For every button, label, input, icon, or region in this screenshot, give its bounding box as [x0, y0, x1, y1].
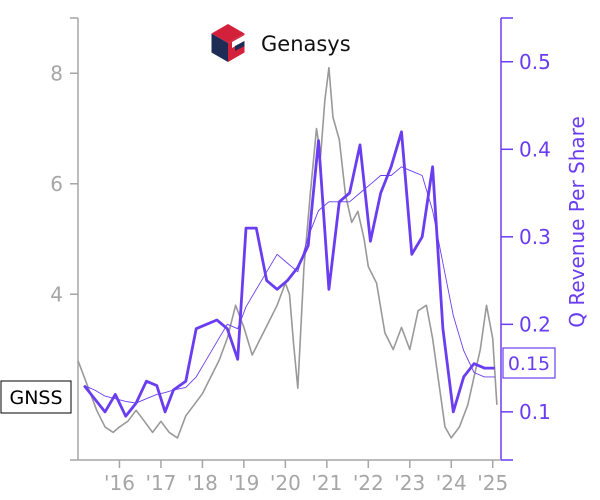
right-axis-title: Q Revenue Per Share: [565, 116, 589, 328]
x-tick-label: '16: [104, 471, 135, 495]
x-tick-label: '22: [353, 471, 384, 495]
quarterly-revenue-line: [83, 130, 495, 418]
x-tick-label: '17: [145, 471, 176, 495]
last-value-label: 0.15: [508, 353, 550, 375]
logo-wordmark: Genasys: [261, 32, 351, 56]
genasys-cube-logo: [211, 24, 245, 62]
x-tick-label: '25: [477, 471, 508, 495]
right-tick-label: 0.4: [519, 137, 551, 161]
stock-price-line: [77, 66, 498, 439]
last-value-callout: 0.15: [502, 347, 556, 379]
revenue-average-line: [84, 166, 495, 404]
x-tick-label: '19: [228, 471, 259, 495]
x-tick-label: '24: [436, 471, 467, 495]
x-tick-label: '23: [394, 471, 425, 495]
right-tick-label: 0.2: [519, 312, 551, 336]
x-tick-label: '20: [270, 471, 301, 495]
right-tick-label: 0.1: [519, 400, 551, 424]
left-tick-label: 8: [50, 61, 63, 85]
x-tick-label: '18: [187, 471, 218, 495]
x-tick-label: '21: [311, 471, 342, 495]
left-axis-ticks: 4 6 8: [50, 61, 78, 306]
left-tick-label: 6: [50, 172, 63, 196]
x-axis-ticks: '16 '17 '18 '19 '20 '21 '22 '23 '24 '25: [104, 460, 508, 495]
right-axis-ticks: 0.1 0.2 0.3 0.4 0.5: [501, 50, 551, 424]
ticker-label: GNSS: [9, 387, 62, 409]
right-tick-label: 0.5: [519, 50, 551, 74]
left-tick-label: 4: [50, 282, 63, 306]
axes: [70, 17, 513, 461]
right-tick-label: 0.3: [519, 225, 551, 249]
company-logo: Genasys: [211, 24, 351, 62]
ticker-callout: GNSS: [0, 380, 72, 414]
